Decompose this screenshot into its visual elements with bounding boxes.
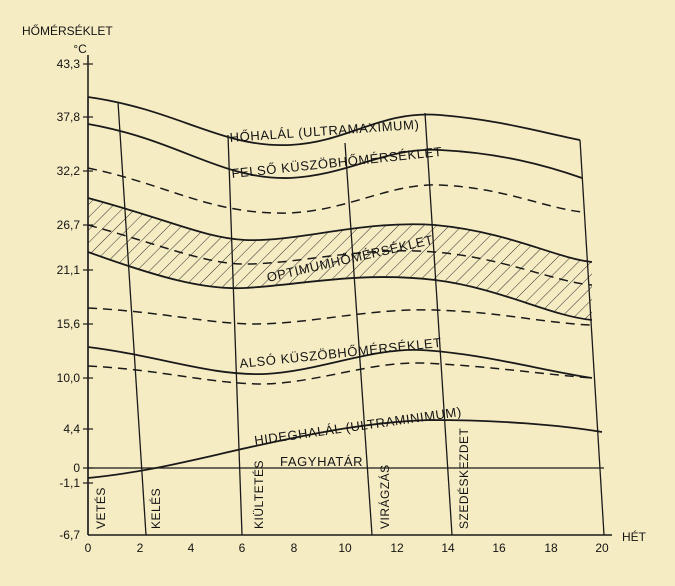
stage-line-viragzas — [344, 142, 373, 536]
y-tick-label: 32,2 — [57, 164, 81, 178]
label-felso: FELSŐ KÜSZÖBHŐMÉRSÉKLET — [231, 144, 443, 181]
stage-label-szedeskezdet: SZEDÉSKEZDET — [456, 427, 471, 529]
stage-line-kiultetes — [227, 134, 243, 536]
optimum-upper-curve — [87, 197, 593, 263]
also-upper-dashed-curve — [87, 307, 591, 326]
y-tick-label: 10,0 — [57, 371, 81, 385]
label-fagyhatar: FAGYHATÁR — [280, 454, 363, 469]
label-also: ALSÓ KÜSZÖBHŐMÉRSÉKLET — [239, 335, 443, 371]
hideghalal-curve — [87, 419, 603, 479]
y-tick-marks — [83, 63, 93, 484]
y-tick-labels: 43,3 37,8 32,2 26,7 21,1 15,6 10,0 4,4 0… — [57, 57, 81, 542]
x-tick-label: 18 — [544, 541, 558, 555]
x-tick-label: 0 — [85, 541, 92, 555]
stage-label-viragzas: VIRÁGZÁS — [377, 464, 392, 529]
y-tick-label: -1,1 — [59, 476, 80, 490]
dashed-curves — [87, 167, 593, 385]
x-tick-label: 6 — [239, 541, 246, 555]
optimum-band — [88, 198, 592, 320]
stage-label-kiultetes: KIÜLTETÉS — [251, 460, 266, 529]
also-curve — [87, 346, 593, 379]
stage-label-vetes: VETÉS — [93, 487, 108, 529]
x-tick-label: 14 — [441, 541, 455, 555]
x-tick-label: 2 — [137, 541, 144, 555]
stage-line-end — [579, 139, 605, 536]
optimum-lower-curve — [87, 251, 593, 321]
x-tick-label: 10 — [338, 541, 352, 555]
x-tick-label: 12 — [390, 541, 404, 555]
stage-line-keles — [117, 101, 147, 536]
y-tick-label: 21,1 — [57, 263, 81, 277]
stage-label-keles: KELÉS — [148, 488, 163, 529]
felso-curve — [87, 123, 583, 179]
y-tick-label: 15,6 — [57, 317, 81, 331]
felso-dashed-curve — [87, 167, 583, 214]
y-axis-title: HŐMÉRSÉKLET — [22, 23, 113, 38]
x-tick-label: 8 — [291, 541, 298, 555]
y-tick-label: -6,7 — [59, 528, 80, 542]
y-tick-label: 43,3 — [57, 57, 81, 71]
y-tick-label: 37,8 — [57, 110, 81, 124]
solid-curves — [87, 96, 603, 479]
hohalal-curve — [87, 96, 581, 146]
x-tick-labels: 0 2 4 6 8 10 12 14 16 18 20 — [85, 541, 609, 555]
x-tick-label: 20 — [595, 541, 609, 555]
y-tick-label: 26,7 — [57, 218, 81, 232]
label-hideghalal: HIDEGHALÁL (ULTRAMINIMUM) — [253, 404, 462, 448]
stage-line-szedeskezdet — [424, 112, 453, 536]
x-axis-title: HÉT — [622, 529, 647, 544]
x-tick-label: 16 — [492, 541, 506, 555]
y-tick-label: 4,4 — [63, 422, 80, 436]
y-axis-unit: °C — [73, 42, 87, 56]
optimum-dashed-curve — [87, 224, 593, 286]
also-lower-dashed-curve — [87, 362, 593, 385]
x-tick-label: 4 — [188, 541, 195, 555]
y-tick-label: 0 — [73, 461, 80, 475]
